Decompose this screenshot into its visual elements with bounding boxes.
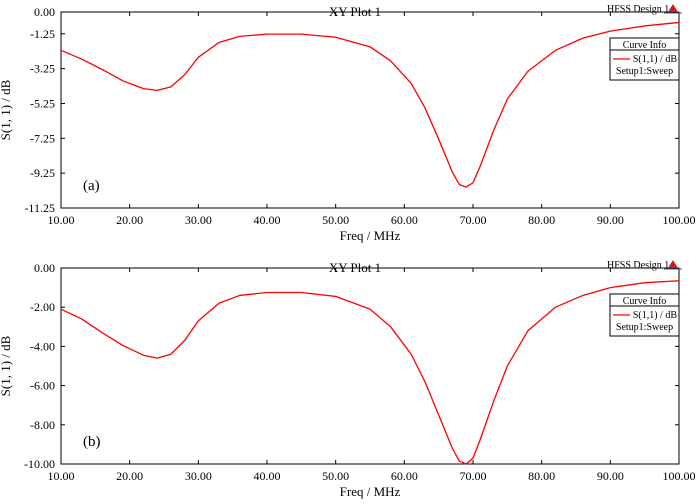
y-axis-title: S(1, 1) / dB <box>0 79 13 140</box>
x-tick-label: 40.00 <box>254 213 281 227</box>
chart-panel-a: 10.00 20.00 30.00 40.00 50.00 60.00 70.00 80.00… <box>0 4 696 243</box>
x-tick-label: 100.00 <box>663 213 696 227</box>
x-tick-label: 70.00 <box>460 213 487 227</box>
x-tick-label: 30.00 <box>185 213 212 227</box>
y-tick-label: -2.00 <box>30 300 55 314</box>
legend-header: Curve Info <box>623 40 667 51</box>
x-tick-label: 20.00 <box>116 213 143 227</box>
legend-setup: Setup1:Sweep <box>616 322 673 333</box>
design-label: HFSS Design 1 <box>607 260 669 271</box>
series-line-s11 <box>60 21 680 188</box>
x-tick-label: 60.00 <box>391 469 418 483</box>
y-tick-label: -10.00 <box>24 457 55 471</box>
y-tick-label: -11.25 <box>24 201 55 215</box>
legend-header: Curve Info <box>623 296 667 307</box>
y-tick-label: -1.25 <box>30 27 55 41</box>
logo-triangle <box>668 4 678 12</box>
x-tick-label: 50.00 <box>322 469 349 483</box>
x-axis-title: Freq / MHz <box>340 484 401 499</box>
y-tick-label: -8.00 <box>30 418 55 432</box>
x-tick-label: 30.00 <box>185 469 212 483</box>
hfss-logo-icon <box>664 4 682 14</box>
legend-entry: S(1,1) / dB <box>633 54 678 65</box>
y-tick-label: -9.25 <box>30 166 55 180</box>
plot-title: XY Plot 1 <box>329 4 381 19</box>
y-tick-label: -6.00 <box>30 379 55 393</box>
plot-frame <box>60 267 680 465</box>
design-label: HFSS Design 1 <box>607 4 669 15</box>
legend-setup: Setup1:Sweep <box>616 66 673 77</box>
x-tick-label: 40.00 <box>254 469 281 483</box>
x-tick-label: 10.00 <box>48 213 75 227</box>
y-tick-label: 0.00 <box>34 5 55 19</box>
x-tick-label: 90.00 <box>597 469 624 483</box>
chart-panel-b: 10.00 20.00 30.00 40.00 50.00 60.00 70.00 80.00… <box>0 260 696 499</box>
x-tick-label: 10.00 <box>48 469 75 483</box>
x-axis-title: Freq / MHz <box>340 228 401 243</box>
x-tick-label: 80.00 <box>528 469 555 483</box>
y-tick-label: 0.00 <box>34 261 55 275</box>
x-tick-label: 20.00 <box>116 469 143 483</box>
plot-frame <box>60 11 680 209</box>
x-tick-label: 70.00 <box>460 469 487 483</box>
y-tick-label: -3.25 <box>30 62 55 76</box>
series-line-s11 <box>60 280 680 465</box>
x-tick-label: 50.00 <box>322 213 349 227</box>
plot-title: XY Plot 1 <box>329 260 381 275</box>
y-tick-label: -7.25 <box>30 131 55 145</box>
hfss-logo-icon <box>664 260 682 270</box>
logo-triangle <box>668 260 678 268</box>
x-tick-label: 80.00 <box>528 213 555 227</box>
y-tick-label: -5.25 <box>30 96 55 110</box>
panel-label: (b) <box>83 434 101 450</box>
y-axis-title: S(1, 1) / dB <box>0 335 13 396</box>
x-tick-label: 100.00 <box>663 469 696 483</box>
y-tick-label: -4.00 <box>30 339 55 353</box>
legend-entry: S(1,1) / dB <box>633 310 678 321</box>
x-tick-label: 60.00 <box>391 213 418 227</box>
x-tick-label: 90.00 <box>597 213 624 227</box>
panel-label: (a) <box>83 178 100 194</box>
